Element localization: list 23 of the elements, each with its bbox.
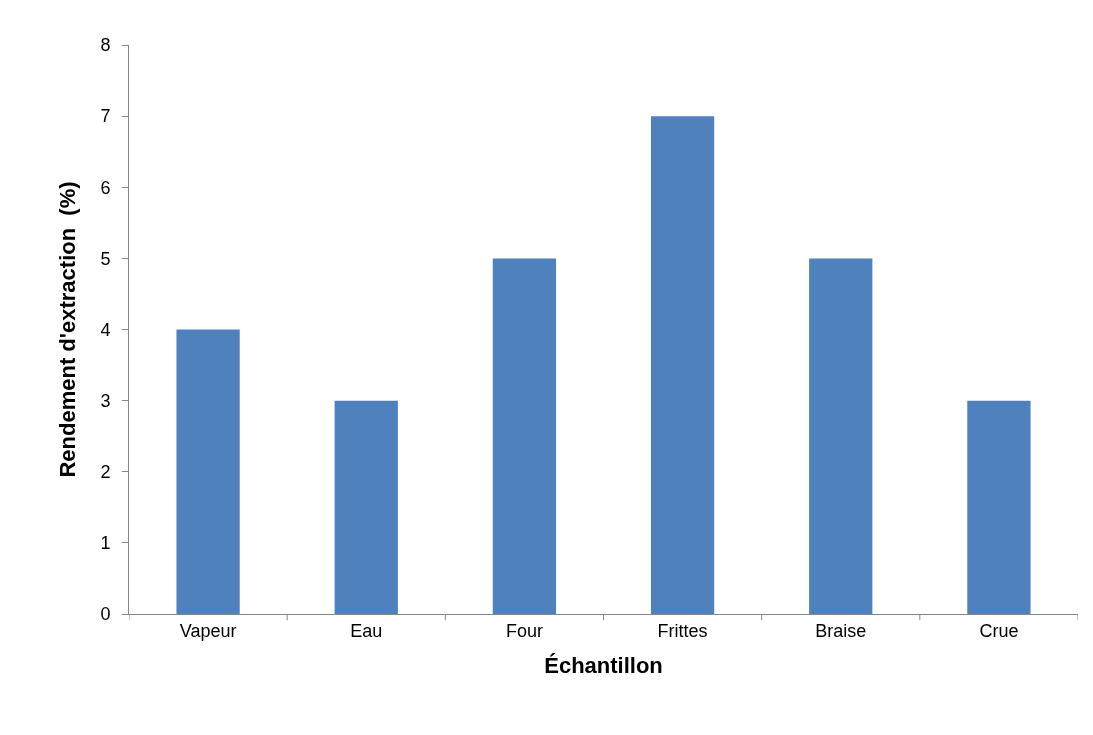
y-tick-label: 8 [100,35,111,56]
bar [334,400,398,614]
x-tick-label: Braise [815,620,867,641]
y-tick-label: 4 [100,319,111,340]
y-tick-label: 1 [100,533,111,554]
x-tick-label: Vapeur [179,620,237,641]
y-axis-title: Rendement d'extraction (%) [55,181,81,478]
bar [650,116,715,614]
y-tick-label: 3 [100,390,111,411]
y-tick-label: 0 [100,604,111,625]
y-tick-label: 2 [100,462,111,483]
x-tick-label: Crue [979,620,1019,641]
x-axis-title: Échantillon [544,653,663,679]
bar [809,258,873,614]
x-tick-label: Four [505,620,543,641]
x-tick-label: Eau [350,620,383,641]
bar [492,258,557,614]
x-tick-label: Frittes [657,620,708,641]
bar [176,329,240,614]
bar [967,400,1031,614]
y-tick-label: 6 [100,177,111,198]
y-tick-label: 7 [100,106,111,127]
y-tick-label: 5 [100,248,111,269]
